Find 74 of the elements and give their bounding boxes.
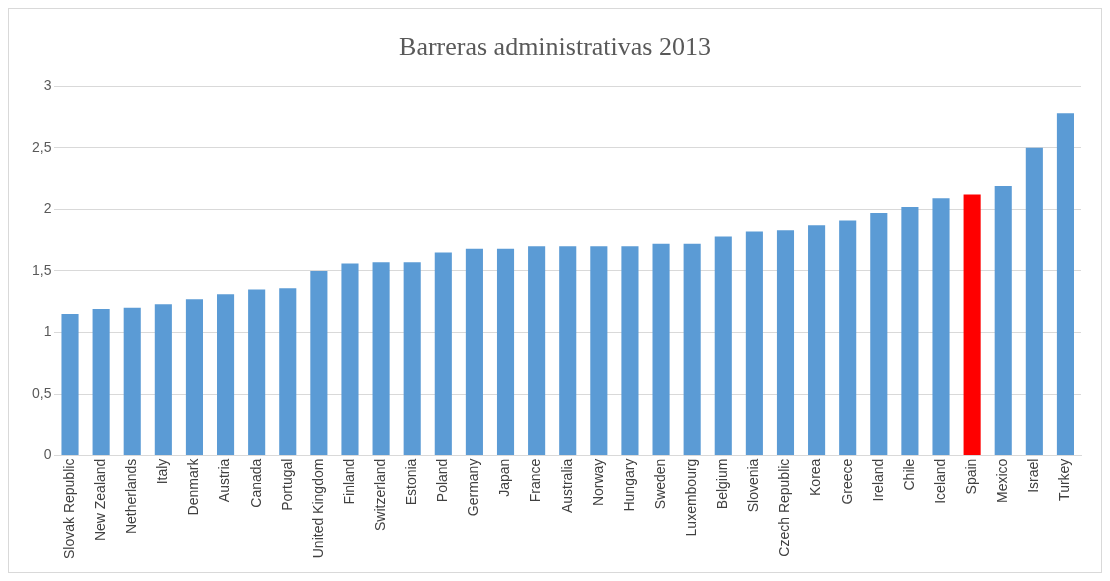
- y-tick-label: 1: [43, 323, 52, 340]
- bar: [776, 230, 795, 456]
- x-tick-label: Australia: [558, 458, 575, 514]
- bar: [932, 198, 950, 456]
- y-tick-label: 0,5: [31, 384, 52, 401]
- bar: [590, 246, 608, 456]
- y-tick-label: 1,5: [31, 261, 52, 278]
- bar: [1025, 147, 1043, 456]
- x-tick-label: Czech Republic: [776, 458, 793, 557]
- x-tick-label: Switzerland: [371, 458, 388, 531]
- bar: [839, 220, 857, 456]
- bar: [808, 225, 826, 456]
- bar: [901, 206, 919, 456]
- bar: [683, 243, 701, 456]
- x-tick-label: Italy: [154, 458, 171, 485]
- x-tick-label: Norway: [589, 458, 606, 507]
- chart-title: Barreras administrativas 2013: [399, 32, 711, 62]
- x-tick-label: Mexico: [994, 458, 1011, 503]
- bar: [185, 299, 203, 456]
- x-tick-label: Netherlands: [123, 458, 140, 535]
- bar: [745, 231, 763, 456]
- x-tick-label: Poland: [434, 458, 451, 503]
- y-tick-label: 2: [43, 200, 52, 217]
- x-tick-label: Japan: [496, 458, 513, 497]
- bar: [92, 309, 110, 456]
- bar: [465, 248, 483, 456]
- y-tick-label: 0: [43, 446, 52, 463]
- bar: [341, 263, 359, 456]
- x-tick-label: Chile: [900, 458, 917, 491]
- x-tick-label: Turkey: [1056, 458, 1073, 501]
- x-tick-label: Portugal: [278, 458, 295, 511]
- x-tick-label: Canada: [247, 458, 264, 508]
- bar: [963, 194, 981, 456]
- x-tick-label: United Kingdom: [309, 458, 326, 559]
- bar: [154, 304, 172, 456]
- x-tick-label: New Zealand: [91, 458, 108, 542]
- y-tick-label: 3: [43, 77, 52, 94]
- x-tick-label: Slovenia: [745, 458, 762, 513]
- bar: [248, 289, 266, 456]
- bar: [372, 262, 390, 456]
- bar: [434, 252, 452, 456]
- x-tick-label: Hungary: [620, 458, 637, 512]
- bar: [496, 248, 515, 456]
- x-tick-label: Slovak Republic: [60, 458, 77, 559]
- x-tick-label: Greece: [838, 458, 855, 505]
- x-tick-label: Israel: [1025, 458, 1042, 493]
- x-tick-label: Austria: [216, 458, 233, 503]
- x-tick-label: Iceland: [931, 458, 948, 504]
- x-tick-label: Denmark: [185, 457, 202, 516]
- bar: [714, 236, 732, 456]
- bar: [528, 246, 546, 456]
- y-tick-label: 2,5: [31, 138, 52, 155]
- x-tick-label: Estonia: [403, 458, 420, 506]
- x-tick-label: Belgium: [714, 458, 731, 510]
- x-tick-label: Germany: [465, 458, 482, 517]
- bar: [403, 262, 421, 456]
- bar: [123, 307, 141, 456]
- bar: [994, 185, 1012, 456]
- x-tick-label: Finland: [340, 458, 357, 505]
- bar: [279, 288, 297, 456]
- bar: [61, 314, 79, 456]
- x-tick-label: Korea: [807, 458, 824, 496]
- bar: [217, 294, 235, 456]
- bar: [621, 246, 639, 456]
- bar: [1056, 113, 1074, 456]
- bar: [559, 246, 577, 456]
- x-tick-label: Ireland: [869, 458, 886, 502]
- x-tick-label: Luxembourg: [683, 458, 700, 537]
- x-tick-label: France: [527, 458, 544, 503]
- x-tick-label: Sweden: [651, 458, 668, 510]
- bar: [310, 270, 328, 456]
- x-tick-label: Spain: [962, 458, 979, 495]
- bar: [870, 213, 888, 456]
- bar: [652, 243, 670, 456]
